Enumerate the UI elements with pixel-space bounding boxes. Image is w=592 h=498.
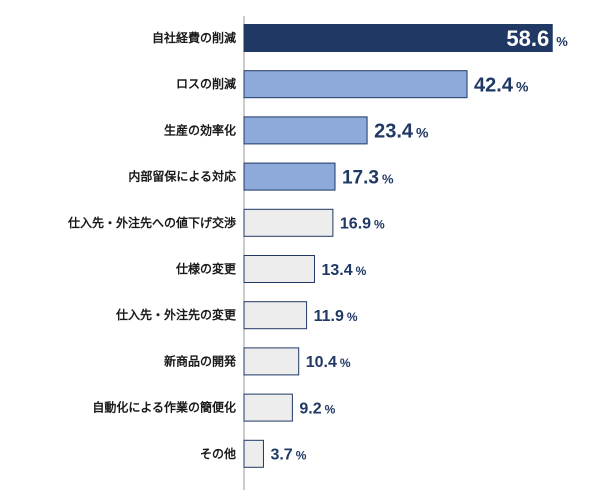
category-label: 仕様の変更 (175, 261, 237, 276)
bar (243, 347, 300, 376)
data-label-value: 17.3 (342, 167, 379, 188)
category-label: 自社経費の削減 (152, 30, 236, 45)
bar (243, 162, 336, 191)
data-label-value: 9.2 (299, 400, 321, 417)
data-label-value: 23.4 (374, 121, 414, 143)
bar (243, 70, 468, 99)
data-label: 17.3% (342, 167, 394, 188)
data-label-unit: % (296, 449, 307, 463)
category-label: 生産の効率化 (164, 122, 236, 137)
bars-group: 自社経費の削減 58.6 % ロスの削減 42.4 % 生産の効率化 23.4 % 内部留保による… (67, 24, 568, 468)
data-label: 9.2% (299, 400, 335, 417)
bar (243, 301, 308, 330)
data-label: 23.4% (374, 121, 429, 143)
category-label: その他 (200, 446, 236, 461)
data-label-unit: % (556, 34, 568, 49)
data-label: 13.4% (321, 262, 366, 279)
data-label: 11.9% (314, 308, 358, 325)
category-label: 新商品の開発 (164, 353, 237, 368)
data-label-value: 58.6 (506, 26, 549, 51)
data-label-value: 42.4 (474, 74, 514, 96)
data-label-value: 11.9 (314, 308, 344, 325)
data-label-value: 3.7 (270, 447, 292, 464)
category-label: 仕入先・外注先の変更 (115, 307, 237, 322)
category-label: 仕入先・外注先への値下げ交渉 (67, 215, 236, 230)
bar (243, 439, 264, 468)
data-label-value: 13.4 (321, 262, 352, 279)
data-label-value: 10.4 (306, 354, 337, 371)
data-label: 3.7% (270, 447, 306, 464)
data-label-unit: % (356, 264, 367, 278)
bar (243, 255, 315, 283)
bar (243, 393, 293, 422)
category-label: ロスの削減 (176, 76, 236, 91)
bar (243, 116, 368, 145)
category-label: 自動化による作業の簡便化 (92, 400, 236, 415)
data-label-unit: % (374, 218, 385, 232)
bar (243, 24, 553, 52)
data-label-value: 16.9 (340, 216, 371, 233)
data-label: 42.4% (474, 74, 529, 96)
data-label: 16.9% (340, 216, 385, 233)
data-label-unit: % (347, 310, 358, 324)
data-label-unit: % (382, 171, 394, 186)
bar (243, 208, 334, 237)
data-label: 58.6 (506, 26, 549, 51)
category-label: 内部留保による対応 (128, 169, 236, 184)
data-label: 10.4% (306, 354, 351, 371)
data-label-unit: % (516, 78, 529, 94)
data-label-unit: % (340, 356, 351, 370)
data-label-unit: % (325, 402, 336, 416)
data-label-unit: % (416, 125, 429, 141)
